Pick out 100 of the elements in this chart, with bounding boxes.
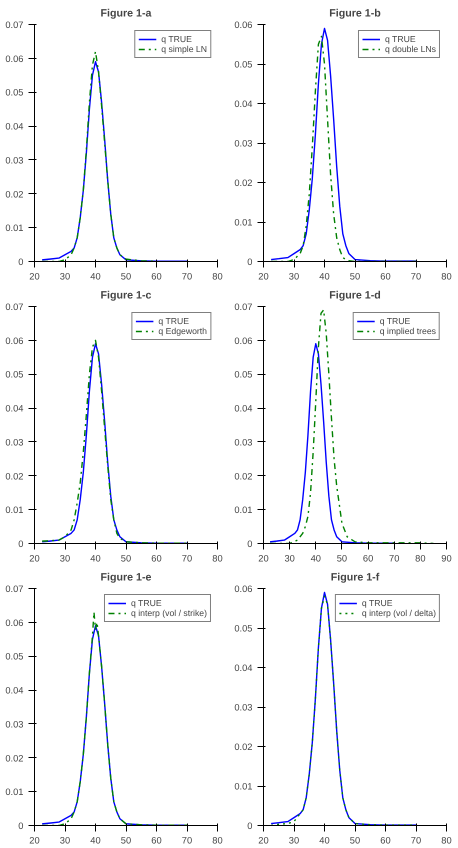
- y-tick-label: 0.02: [234, 471, 252, 482]
- y-tick-label: 0.07: [234, 302, 252, 312]
- x-tick-label: 70: [389, 554, 400, 564]
- y-tick-label: 0.01: [5, 787, 24, 798]
- x-tick-label: 40: [319, 272, 330, 282]
- y-tick-label: 0: [247, 257, 253, 267]
- legend-label: q interp (vol / delta): [362, 608, 436, 618]
- legend-label: q TRUE: [158, 316, 190, 326]
- chart-title: Figure 1-e: [100, 572, 152, 584]
- x-tick-label: 30: [288, 836, 300, 846]
- y-tick-label: 0.02: [5, 753, 24, 764]
- x-tick-label: 60: [151, 554, 162, 564]
- legend-label: q TRUE: [380, 316, 410, 326]
- y-tick-label: 0.07: [5, 302, 24, 312]
- x-tick-label: 50: [350, 272, 360, 282]
- x-tick-label: 20: [29, 272, 40, 282]
- legend-label: q TRUE: [362, 598, 393, 608]
- x-tick-label: 40: [90, 836, 101, 846]
- y-tick-label: 0: [18, 821, 24, 831]
- x-tick-label: 60: [362, 554, 374, 564]
- chart-title: Figure 1-b: [329, 8, 382, 20]
- y-tick-label: 0.05: [5, 370, 24, 380]
- x-tick-label: 80: [441, 836, 452, 846]
- y-tick-label: 0: [18, 539, 24, 549]
- chart-title: Figure 1-c: [100, 290, 152, 302]
- x-tick-label: 80: [212, 272, 223, 282]
- legend-label: q TRUE: [130, 598, 162, 608]
- x-tick-label: 40: [310, 554, 321, 564]
- x-tick-label: 20: [29, 836, 40, 846]
- x-tick-label: 30: [288, 272, 300, 282]
- y-tick-label: 0.05: [234, 370, 252, 380]
- x-tick-label: 90: [441, 554, 452, 564]
- x-tick-label: 50: [120, 554, 132, 564]
- y-tick-label: 0.07: [5, 584, 24, 594]
- x-tick-label: 40: [90, 272, 101, 282]
- x-tick-label: 80: [441, 272, 452, 282]
- y-tick-label: 0.03: [234, 437, 252, 448]
- y-tick-label: 0.01: [234, 218, 252, 228]
- y-tick-label: 0.01: [5, 223, 24, 234]
- x-tick-label: 70: [410, 836, 422, 846]
- y-tick-label: 0.06: [234, 584, 252, 594]
- y-tick-label: 0.04: [5, 686, 24, 696]
- x-tick-label: 20: [258, 272, 269, 282]
- y-tick-label: 0.03: [5, 719, 24, 730]
- chart-title: Figure 1-f: [330, 572, 380, 584]
- y-tick-label: 0.01: [234, 505, 252, 516]
- x-tick-label: 80: [212, 554, 223, 564]
- x-tick-label: 60: [151, 272, 162, 282]
- legend-label: q TRUE: [161, 34, 192, 44]
- x-tick-label: 70: [410, 272, 422, 282]
- y-tick-label: 0.07: [5, 20, 24, 30]
- y-tick-label: 0.06: [5, 54, 24, 64]
- legend-label: q interp (vol / strike): [130, 608, 207, 618]
- y-tick-label: 0.04: [234, 404, 252, 414]
- y-tick-label: 0.06: [234, 336, 252, 346]
- x-tick-label: 20: [258, 836, 269, 846]
- x-tick-label: 40: [319, 836, 330, 846]
- chart-title: Figure 1-a: [100, 8, 152, 20]
- y-tick-label: 0: [247, 821, 253, 831]
- x-tick-label: 70: [182, 554, 192, 564]
- y-tick-label: 0.04: [234, 663, 252, 673]
- y-tick-label: 0.01: [5, 505, 24, 516]
- x-tick-label: 60: [151, 836, 162, 846]
- x-tick-label: 80: [212, 836, 223, 846]
- x-tick-label: 50: [120, 272, 132, 282]
- y-tick-label: 0.02: [5, 189, 24, 200]
- legend-label: q TRUE: [384, 34, 416, 44]
- x-tick-label: 20: [258, 554, 269, 564]
- x-tick-label: 70: [182, 836, 192, 846]
- y-tick-label: 0.01: [234, 782, 252, 792]
- y-tick-label: 0.04: [5, 122, 24, 132]
- x-tick-label: 60: [380, 836, 391, 846]
- x-tick-label: 30: [60, 836, 70, 846]
- x-tick-label: 40: [90, 554, 101, 564]
- y-tick-label: 0.05: [5, 652, 24, 662]
- y-tick-label: 0.06: [5, 618, 24, 628]
- x-tick-label: 50: [120, 836, 132, 846]
- y-tick-label: 0.03: [5, 437, 24, 448]
- y-tick-label: 0.02: [5, 471, 24, 482]
- y-tick-label: 0.02: [234, 742, 252, 752]
- x-tick-label: 70: [182, 272, 192, 282]
- y-tick-label: 0.03: [5, 155, 24, 166]
- y-tick-label: 0: [247, 539, 253, 549]
- y-tick-label: 0.06: [5, 336, 24, 346]
- x-tick-label: 30: [60, 554, 70, 564]
- y-tick-label: 0.02: [234, 178, 252, 188]
- y-tick-label: 0: [18, 257, 24, 267]
- legend-label: q double LNs: [384, 44, 436, 54]
- legend-label: q simple LN: [161, 44, 207, 54]
- legend-label: q implied trees: [380, 326, 436, 336]
- legend-label: q Edgeworth: [158, 326, 207, 336]
- x-tick-label: 50: [336, 554, 348, 564]
- x-tick-label: 80: [415, 554, 426, 564]
- y-tick-label: 0.03: [234, 702, 252, 712]
- y-tick-label: 0.04: [234, 99, 252, 109]
- x-tick-label: 30: [60, 272, 70, 282]
- y-tick-label: 0.04: [5, 404, 24, 414]
- y-tick-label: 0.05: [5, 88, 24, 98]
- x-tick-label: 60: [380, 272, 391, 282]
- y-tick-label: 0.05: [234, 60, 252, 70]
